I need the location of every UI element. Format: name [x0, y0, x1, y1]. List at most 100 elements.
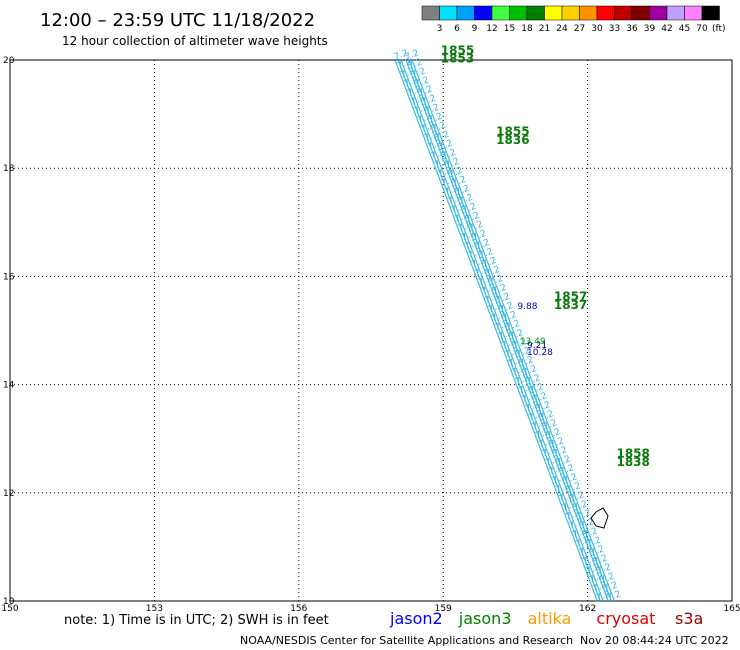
axis-ticks: 150 153 156 159 162 165 10 12 14 16 18 20	[1, 56, 740, 614]
lat-tick-label: 20	[3, 56, 15, 66]
wave-height-mark: 7.2	[528, 382, 545, 396]
wave-height-mark: 7.2	[498, 301, 515, 315]
colorbar-label: 18	[521, 24, 533, 34]
wave-height-mark: 7.2	[569, 490, 586, 504]
track-line	[408, 59, 612, 602]
pass-time-label: 1838	[616, 455, 649, 469]
wave-height-mark: 7.2	[542, 418, 559, 432]
colorbar-label: 12	[486, 24, 497, 34]
colorbar-swatch	[701, 5, 720, 21]
footnote: note: 1) Time is in UTC; 2) SWH is in fe…	[64, 613, 329, 628]
track-line	[397, 59, 601, 602]
wave-height-value: 9.88	[517, 302, 537, 312]
wave-height-mark: 7.2	[575, 508, 592, 522]
colorbar-swatch	[474, 5, 493, 21]
wave-height-mark: 7.2	[606, 589, 623, 603]
colorbar-swatch	[526, 5, 545, 21]
altimeter-track: 7.27.27.27.27.27.27.27.27.27.27.27.27.27…	[393, 48, 623, 603]
wave-height-mark: 7.2	[511, 337, 528, 351]
wave-height-mark: 7.2	[427, 112, 444, 126]
wave-height-mark: 7.2	[447, 166, 464, 180]
wave-height-mark: 7.2	[484, 265, 501, 279]
wave-height-mark: 7.2	[495, 292, 512, 306]
satellite-legend-cryosat: cryosat	[596, 609, 655, 628]
wave-height-mark: 7.2	[592, 553, 609, 567]
wave-height-mark: 7.2	[505, 319, 522, 333]
pass-time-label: 1855	[441, 44, 474, 58]
lon-tick-label: 162	[579, 604, 596, 614]
colorbar-swatch	[684, 5, 703, 21]
colorbar-label: 24	[556, 24, 568, 34]
track-line	[394, 59, 598, 602]
wave-height-mark: 7.2	[478, 247, 495, 261]
pass-time-label: 1855	[496, 125, 529, 139]
satellite-legend: jason2 jason3 altika cryosat s3a	[389, 609, 703, 628]
wave-height-mark: 7.2	[545, 427, 562, 441]
colorbar-label: 42	[661, 24, 672, 34]
wave-height-mark: 7.2	[474, 238, 491, 252]
lon-tick-label: 150	[1, 604, 18, 614]
colorbar-swatch	[614, 5, 633, 21]
lat-tick-label: 12	[3, 489, 14, 499]
colorbar-label: 33	[609, 24, 620, 34]
map-grid	[10, 60, 732, 601]
wave-height-mark: 7.2	[599, 571, 616, 585]
satellite-legend-jason3: jason3	[458, 609, 512, 628]
wave-height-mark: 7.2	[410, 66, 427, 80]
lat-tick-label: 14	[3, 381, 15, 391]
lon-tick-label: 153	[146, 604, 163, 614]
wave-height-mark: 7.2	[434, 130, 451, 144]
wave-height-mark: 7.2	[559, 463, 576, 477]
wave-height-mark: 7.2	[451, 175, 468, 189]
wave-height-value: 13.49	[520, 337, 546, 347]
wave-height-mark: 7.2	[518, 355, 535, 369]
wave-height-mark: 7.2	[393, 48, 410, 62]
colorbar-swatch	[421, 5, 440, 21]
colorbar-unit: (ft)	[712, 24, 726, 34]
wave-height-mark: 7.2	[444, 157, 461, 171]
wave-height-mark: 7.2	[437, 139, 454, 153]
wave-height-value: 10.28	[527, 348, 553, 358]
colorbar-swatch	[579, 5, 598, 21]
wave-height-mark: 7.2	[414, 75, 431, 89]
colorbar-swatch	[456, 5, 475, 21]
satellite-legend-jason2: jason2	[389, 609, 443, 628]
lon-tick-label: 159	[435, 604, 452, 614]
lon-tick-label: 165	[723, 604, 740, 614]
wave-height-mark: 7.2	[582, 526, 599, 540]
wave-height-mark: 7.2	[538, 409, 555, 423]
colorbar-swatch	[509, 5, 528, 21]
colorbar-label: 39	[644, 24, 656, 34]
lat-tick-label: 18	[3, 164, 15, 174]
colorbar-swatch	[439, 5, 458, 21]
wave-height-mark: 7.2	[464, 211, 481, 225]
wave-height-mark: 7.2	[572, 499, 589, 513]
wave-height-mark: 7.2	[555, 454, 572, 468]
colorbar-label: 6	[454, 24, 460, 34]
wave-height-mark: 7.2	[404, 48, 421, 62]
wave-height-mark: 7.2	[532, 391, 549, 405]
track-line	[405, 59, 609, 602]
colorbar-label: 36	[626, 24, 638, 34]
track-line	[400, 59, 604, 602]
wave-height-mark: 7.2	[562, 472, 579, 486]
wave-height-mark: 7.2	[488, 274, 505, 288]
wave-height-mark: 7.2	[501, 310, 518, 324]
pass-time-label: 1858	[616, 447, 649, 461]
wave-height-mark: 7.2	[589, 544, 606, 558]
wave-height-mark: 7.2	[515, 346, 532, 360]
colorbar-label: 70	[696, 24, 708, 34]
colorbar-swatch	[491, 5, 510, 21]
colorbar-swatch	[596, 5, 615, 21]
page-title: 12:00 – 23:59 UTC 11/18/2022	[40, 10, 315, 31]
map-frame	[9, 59, 733, 602]
wave-height-mark: 7.2	[508, 328, 525, 342]
colorbar-label: 45	[679, 24, 690, 34]
island-outline	[590, 507, 609, 529]
wave-height-mark: 7.2	[420, 94, 437, 108]
wave-height-mark: 7.2	[596, 562, 613, 576]
colorbar-swatch	[561, 5, 580, 21]
lon-tick-label: 156	[290, 604, 307, 614]
lat-tick-label: 16	[3, 272, 15, 282]
